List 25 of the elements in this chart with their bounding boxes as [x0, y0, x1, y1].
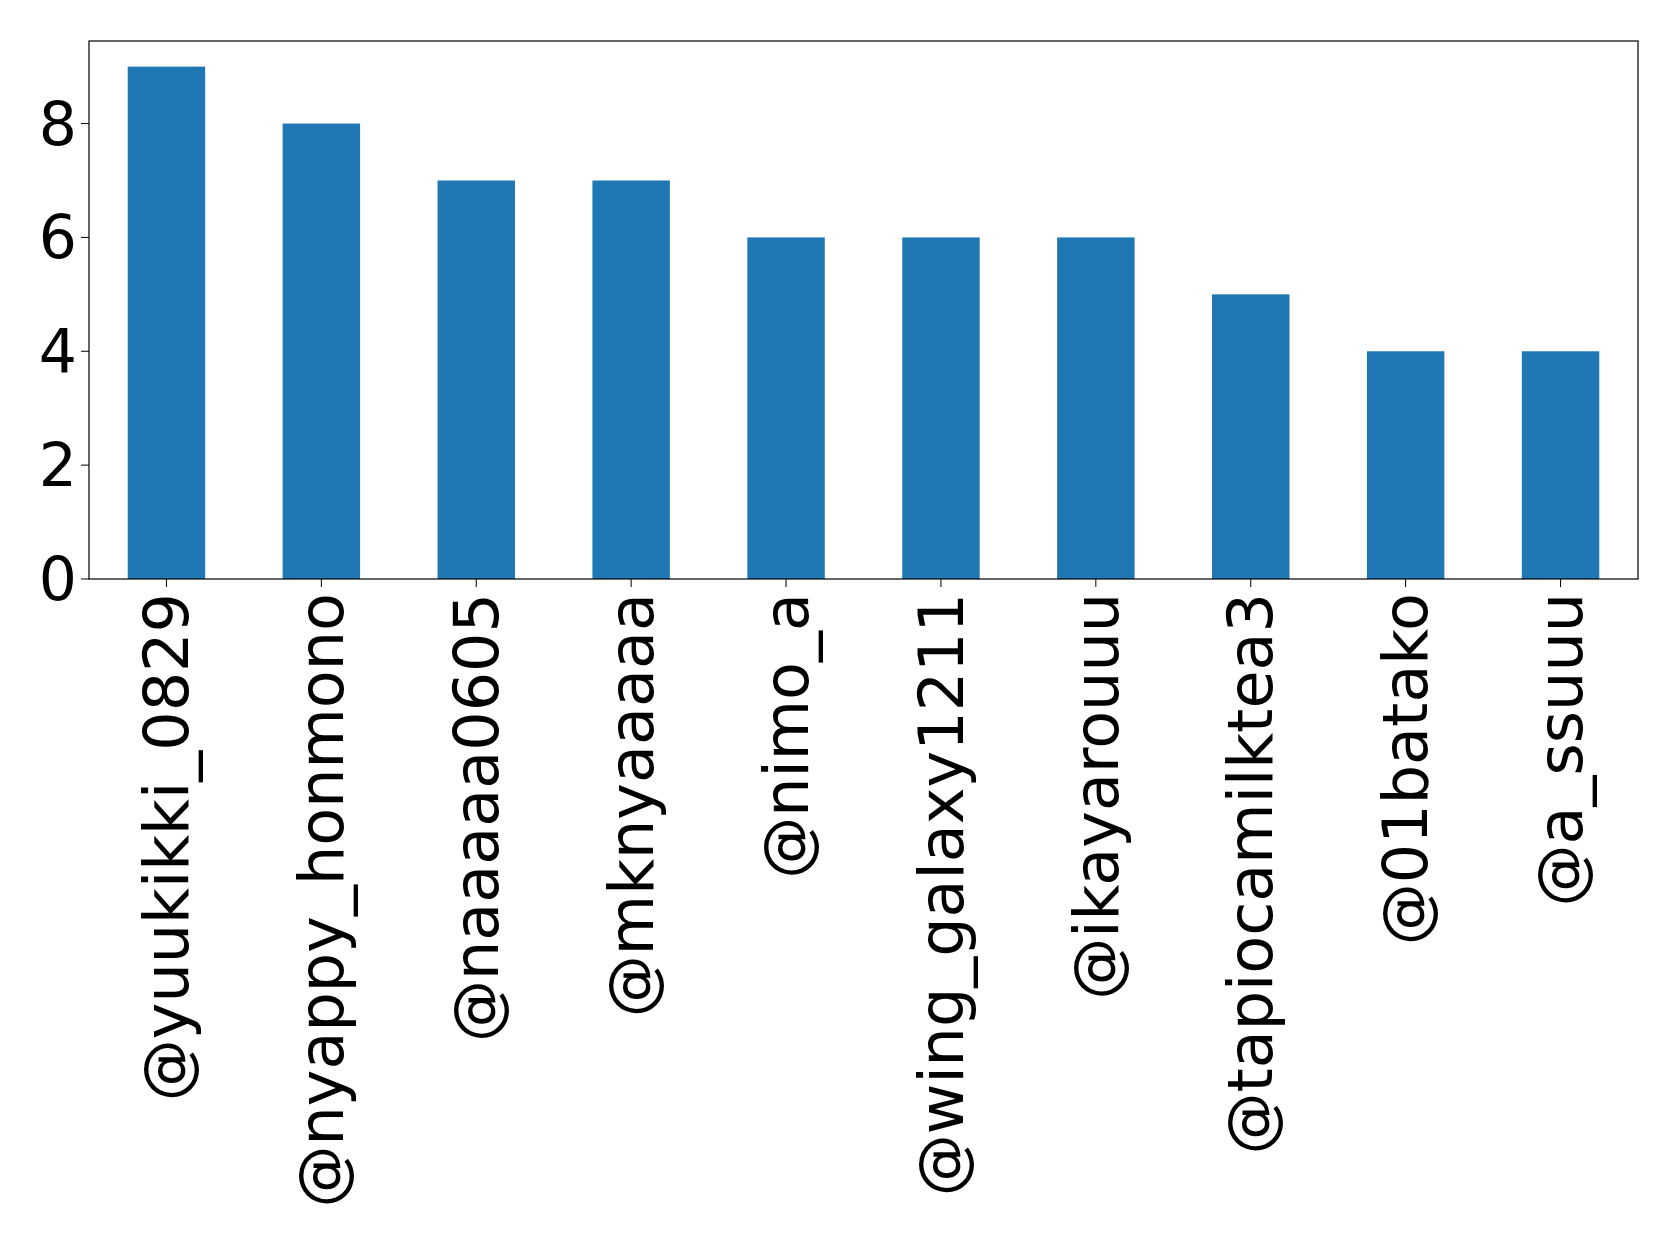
x-tick-label: @a_ssuuu [1524, 593, 1598, 907]
x-tick-label: @01batako [1369, 593, 1443, 946]
y-tick-label: 4 [38, 316, 77, 387]
x-tick-label: @tapiocamilktea3 [1214, 593, 1288, 1155]
bar [902, 237, 980, 579]
bar [437, 180, 515, 579]
bar [1212, 294, 1290, 579]
bar [1057, 237, 1135, 579]
x-tick-label: @yuukikki_0829 [130, 593, 204, 1102]
bar [282, 123, 361, 579]
y-tick-label: 2 [38, 430, 77, 501]
x-tick-label: @ikayarouuu [1059, 593, 1133, 1000]
y-tick-label: 0 [38, 544, 77, 614]
bar [592, 180, 670, 579]
x-tick-label: @nimo_a [749, 593, 823, 879]
x-tick-label: @wing_galaxy1211 [904, 593, 978, 1197]
y-tick-label: 8 [38, 88, 77, 159]
y-tick-label: 6 [38, 202, 77, 273]
bar [127, 66, 206, 579]
x-tick-label: @nyappy_honmono [285, 593, 359, 1208]
x-tick-label: @naaaaa0605 [439, 593, 513, 1043]
bar [747, 237, 825, 579]
x-tick-label: @mknyaaaaa [594, 593, 668, 1018]
bar [1521, 351, 1600, 579]
bar [1366, 351, 1445, 579]
